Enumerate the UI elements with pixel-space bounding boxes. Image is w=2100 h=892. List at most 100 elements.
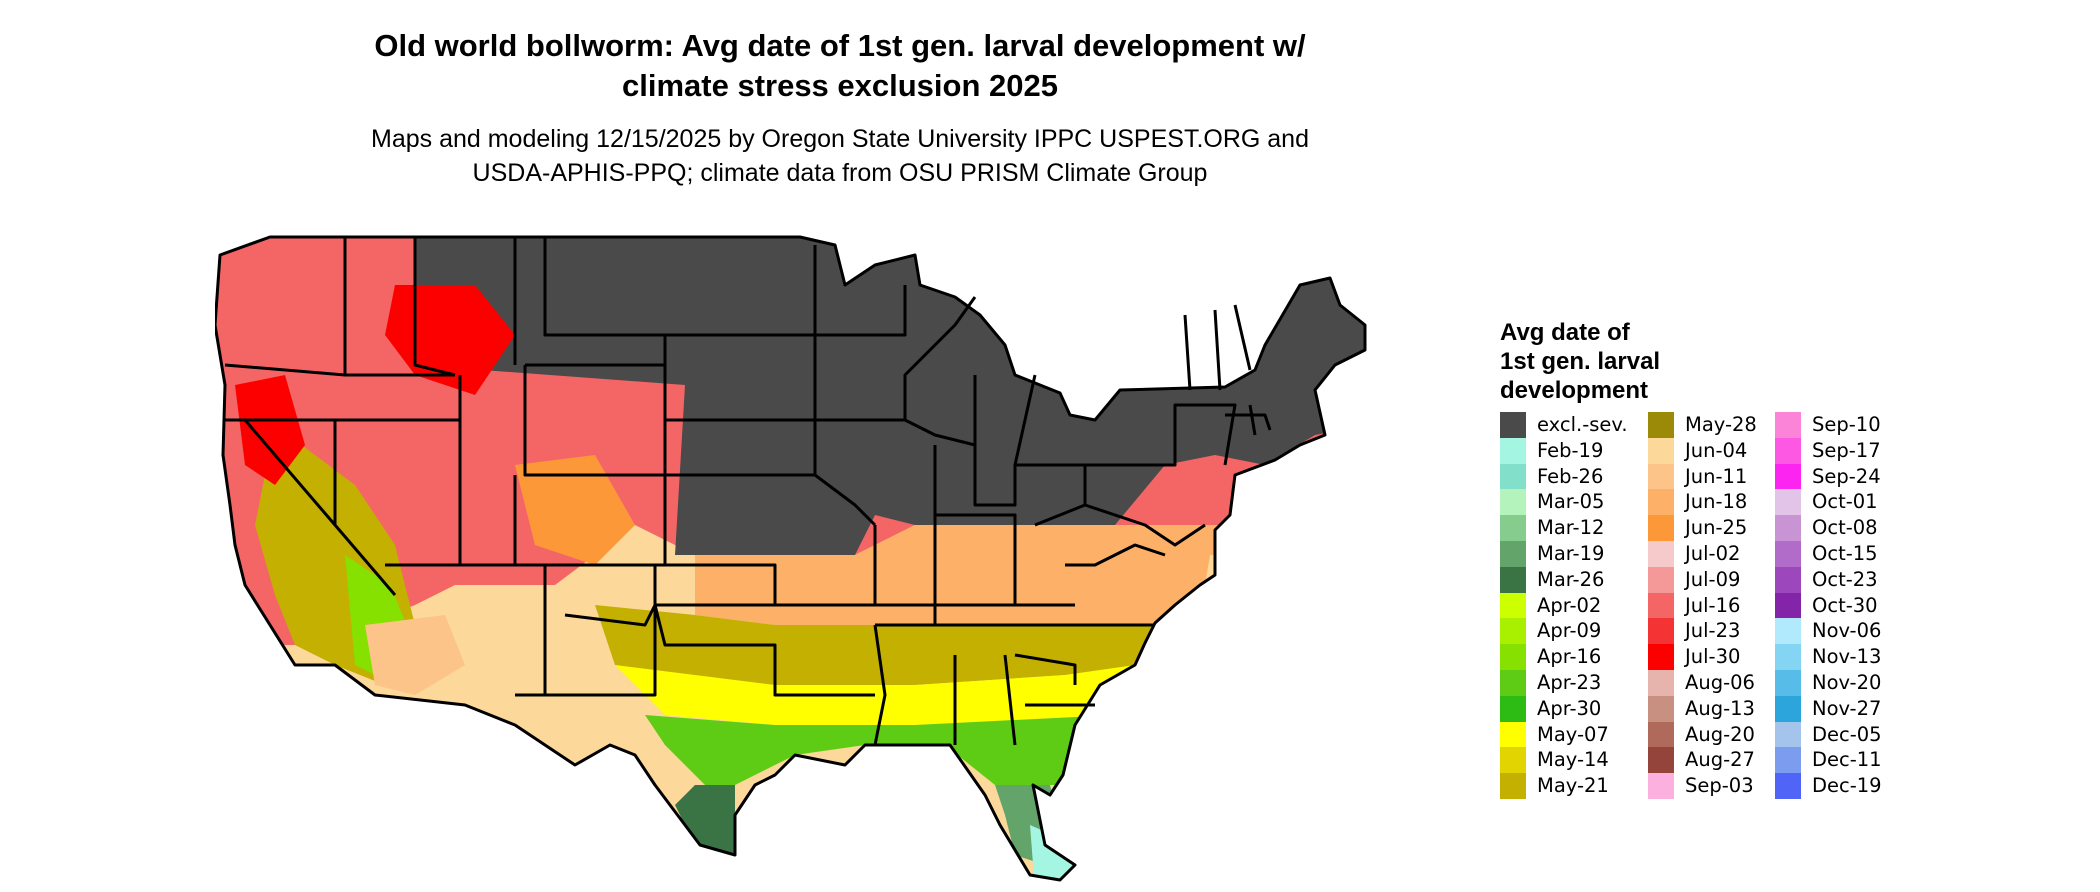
legend-swatch bbox=[1775, 695, 1801, 722]
legend-swatch bbox=[1775, 592, 1801, 619]
legend-label: Apr-16 bbox=[1537, 645, 1602, 669]
legend-label: Jul-16 bbox=[1685, 593, 1741, 617]
legend-label: May-21 bbox=[1537, 774, 1609, 798]
legend-title: Avg date of 1st gen. larval development bbox=[1500, 318, 1660, 405]
legend-label: Apr-02 bbox=[1537, 593, 1602, 617]
legend-label: May-07 bbox=[1537, 722, 1609, 746]
legend-title-line3: development bbox=[1500, 377, 1649, 404]
legend-swatch bbox=[1648, 489, 1674, 516]
legend-swatch bbox=[1500, 489, 1526, 516]
legend-label: Jun-25 bbox=[1685, 516, 1748, 540]
legend-swatch bbox=[1775, 644, 1801, 670]
legend-swatch bbox=[1648, 463, 1674, 490]
legend-swatch bbox=[1775, 566, 1801, 593]
legend-label: Apr-30 bbox=[1537, 696, 1602, 720]
legend-label: Apr-09 bbox=[1537, 619, 1602, 643]
legend-label: Aug-27 bbox=[1685, 748, 1755, 772]
legend-swatch bbox=[1648, 592, 1674, 619]
legend-swatch bbox=[1500, 566, 1526, 593]
legend-swatch bbox=[1775, 515, 1801, 541]
legend-swatch bbox=[1775, 412, 1801, 438]
legend-label: Dec-11 bbox=[1812, 748, 1882, 772]
legend-swatch bbox=[1648, 412, 1674, 438]
legend-label: Jun-18 bbox=[1685, 490, 1748, 514]
legend-swatch bbox=[1775, 463, 1801, 490]
legend-swatch bbox=[1648, 437, 1674, 464]
legend-label: Dec-05 bbox=[1812, 722, 1882, 746]
legend-swatch bbox=[1648, 669, 1674, 696]
legend-swatch bbox=[1648, 773, 1674, 799]
legend-label: Aug-20 bbox=[1685, 722, 1755, 746]
us-map bbox=[215, 235, 1367, 882]
legend-label: Nov-27 bbox=[1812, 696, 1882, 720]
legend-label: Jul-30 bbox=[1685, 645, 1741, 669]
map-title: Old world bollworm: Avg date of 1st gen.… bbox=[250, 26, 1430, 106]
state-boundaries bbox=[215, 235, 1367, 882]
legend-swatch bbox=[1500, 540, 1526, 567]
legend-label: Mar-12 bbox=[1537, 516, 1605, 540]
legend-swatch bbox=[1500, 747, 1526, 774]
legend-swatch bbox=[1648, 566, 1674, 593]
legend-label: Sep-10 bbox=[1812, 413, 1881, 436]
legend-swatch bbox=[1648, 695, 1674, 722]
legend-label: Sep-03 bbox=[1685, 774, 1754, 798]
legend-swatch bbox=[1648, 644, 1674, 670]
map-subtitle-line2: USDA-APHIS-PPQ; climate data from OSU PR… bbox=[472, 159, 1208, 187]
map-title-line1: Old world bollworm: Avg date of 1st gen.… bbox=[374, 28, 1306, 63]
legend-swatch bbox=[1500, 618, 1526, 645]
legend-swatch bbox=[1648, 721, 1674, 748]
map-subtitle-line1: Maps and modeling 12/15/2025 by Oregon S… bbox=[371, 125, 1309, 153]
legend-label: excl.-sev. bbox=[1537, 413, 1628, 436]
legend-label: Sep-17 bbox=[1812, 438, 1881, 462]
legend-swatch bbox=[1500, 515, 1526, 541]
legend-swatch bbox=[1775, 437, 1801, 464]
legend-label: May-14 bbox=[1537, 748, 1609, 772]
legend-swatch bbox=[1500, 695, 1526, 722]
legend-label: Oct-01 bbox=[1812, 490, 1878, 514]
legend-label: Jul-23 bbox=[1685, 619, 1741, 643]
legend-swatch bbox=[1500, 412, 1526, 438]
legend-swatch bbox=[1500, 463, 1526, 490]
larval-development-zones bbox=[215, 237, 1365, 880]
legend-swatch bbox=[1775, 721, 1801, 748]
legend-label: Nov-20 bbox=[1812, 670, 1882, 694]
legend-title-line1: Avg date of bbox=[1500, 319, 1630, 346]
map-subtitle: Maps and modeling 12/15/2025 by Oregon S… bbox=[250, 122, 1430, 190]
legend-label: Jul-09 bbox=[1685, 567, 1741, 591]
legend-swatch bbox=[1775, 540, 1801, 567]
legend-swatch bbox=[1500, 669, 1526, 696]
legend-swatch bbox=[1500, 773, 1526, 799]
legend-label: Jul-02 bbox=[1685, 541, 1741, 565]
legend-label: Mar-26 bbox=[1537, 567, 1605, 591]
legend-label: Oct-23 bbox=[1812, 567, 1878, 591]
legend-label: Oct-30 bbox=[1812, 593, 1878, 617]
legend-swatch bbox=[1500, 437, 1526, 464]
legend-swatch bbox=[1500, 592, 1526, 619]
legend-swatch bbox=[1775, 669, 1801, 696]
legend-label: Jun-11 bbox=[1685, 464, 1748, 488]
legend-label: Aug-06 bbox=[1685, 670, 1755, 694]
legend-swatch bbox=[1775, 489, 1801, 516]
legend-swatch bbox=[1775, 618, 1801, 645]
legend-label: Oct-08 bbox=[1812, 516, 1878, 540]
legend-swatch bbox=[1648, 540, 1674, 567]
legend-swatch bbox=[1500, 721, 1526, 748]
legend-label: Nov-06 bbox=[1812, 619, 1882, 643]
legend-swatch bbox=[1648, 515, 1674, 541]
legend-swatch bbox=[1648, 618, 1674, 645]
map-title-line2: climate stress exclusion 2025 bbox=[622, 68, 1058, 103]
legend-swatch bbox=[1500, 644, 1526, 670]
legend-label: Nov-13 bbox=[1812, 645, 1882, 669]
legend-label: Mar-19 bbox=[1537, 541, 1605, 565]
legend-label: Dec-19 bbox=[1812, 774, 1882, 798]
legend-title-line2: 1st gen. larval bbox=[1500, 348, 1661, 375]
legend-label: Feb-26 bbox=[1537, 464, 1604, 488]
legend-label: Feb-19 bbox=[1537, 438, 1604, 462]
legend-swatch bbox=[1775, 773, 1801, 799]
legend-label: Oct-15 bbox=[1812, 541, 1878, 565]
legend-label: Aug-13 bbox=[1685, 696, 1755, 720]
legend-label: Sep-24 bbox=[1812, 464, 1881, 488]
legend-label: Apr-23 bbox=[1537, 670, 1602, 694]
legend-swatch bbox=[1775, 747, 1801, 774]
legend-label: Mar-05 bbox=[1537, 490, 1605, 514]
